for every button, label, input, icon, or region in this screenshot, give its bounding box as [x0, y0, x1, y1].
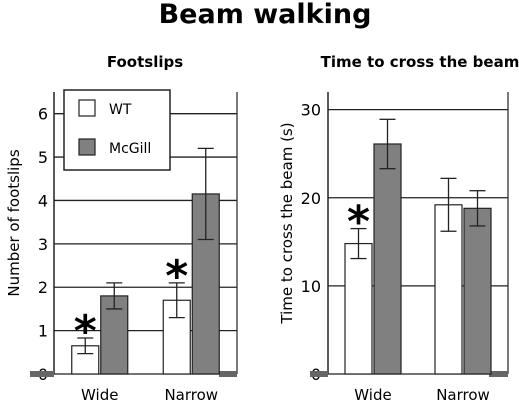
time-bar-wt: [344, 242, 373, 375]
footslips-significance-star: *: [165, 251, 188, 302]
figure-title: Beam walking: [159, 0, 372, 30]
legend-swatch-wt: [78, 99, 96, 117]
footslips-baseline-stub: [219, 371, 237, 377]
time-bar-wt: [434, 204, 463, 375]
footslips-category-label: Narrow: [164, 386, 218, 404]
footslips-y-tick-label: 5: [38, 148, 48, 167]
footslips-panel-title: Footslips: [107, 53, 183, 71]
time-bar-mcgill: [463, 207, 492, 375]
time-baseline-stub: [489, 371, 508, 377]
footslips-panel: Footslips Number of footslips 0123456Wid…: [5, 53, 238, 404]
time-y-tick-label: 10: [301, 277, 321, 296]
time-y-tick-label: 30: [301, 101, 321, 120]
time-category-label: Narrow: [436, 386, 490, 404]
time-category-label: Wide: [354, 386, 391, 404]
time-panel-title: Time to cross the beam: [321, 53, 519, 71]
time-y-tick-label: 20: [301, 189, 321, 208]
legend: WT McGill: [63, 89, 171, 171]
footslips-y-tick-label: 2: [38, 278, 48, 297]
footslips-category-label: Wide: [81, 386, 118, 404]
legend-label-wt: WT: [109, 102, 132, 118]
footslips-baseline-stub: [30, 371, 54, 377]
time-bar-mcgill: [373, 143, 402, 375]
legend-swatch-mcgill: [78, 138, 96, 156]
time-y-axis-label: Time to cross the beam (s): [278, 122, 296, 324]
footslips-y-axis-label: Number of footslips: [5, 149, 23, 296]
footslips-y-tick-label: 1: [38, 322, 48, 341]
footslips-significance-star: *: [74, 306, 97, 357]
time-baseline-stub: [310, 371, 328, 377]
footslips-y-tick-label: 3: [38, 235, 48, 254]
footslips-y-tick-label: 6: [38, 105, 48, 124]
time-significance-star: *: [347, 197, 370, 248]
legend-label-mcgill: McGill: [109, 141, 151, 157]
footslips-y-tick-label: 4: [38, 191, 48, 210]
time-panel: Time to cross the beam Time to cross the…: [278, 53, 519, 404]
